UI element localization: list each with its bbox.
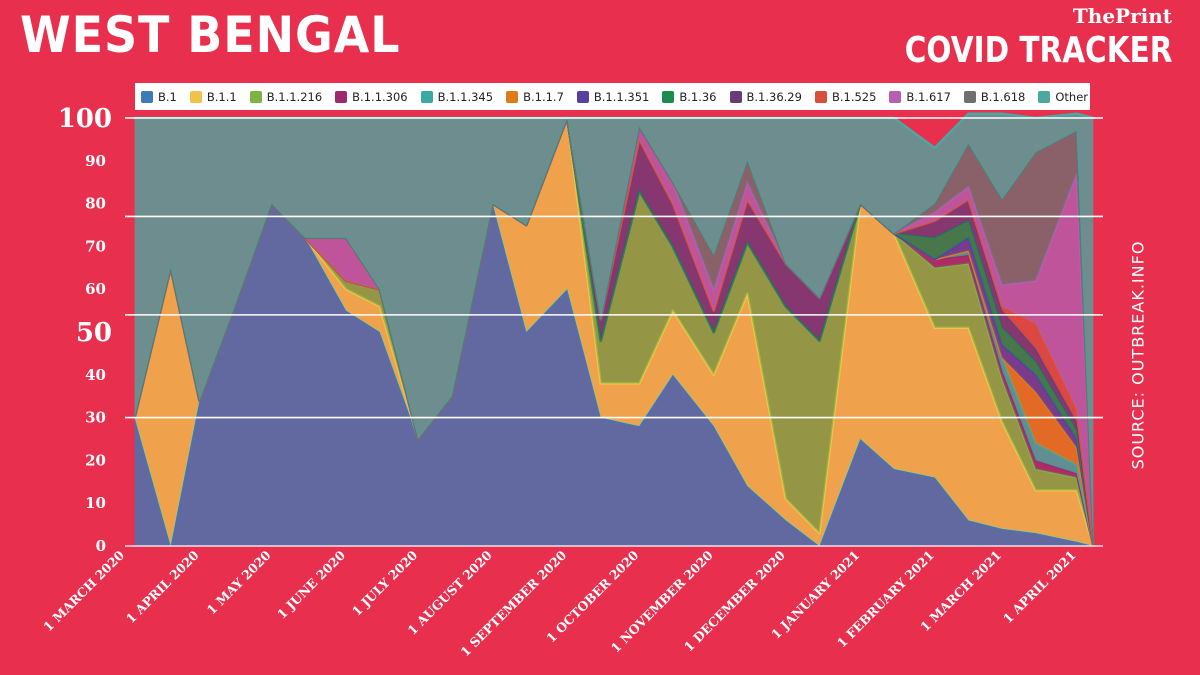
x-tick-label: 1 APRIL 2020	[123, 547, 202, 626]
legend-swatch	[420, 90, 433, 103]
legend-swatch	[814, 90, 827, 103]
legend-label: B.1.617	[906, 89, 951, 104]
y-tick-label: 80	[85, 195, 106, 213]
legend-label: B.1.1.216	[266, 89, 323, 104]
legend-swatch	[506, 90, 519, 103]
legend-item: B.1.1.351	[576, 89, 650, 104]
x-tick-label: 1 APRIL 2021	[1000, 548, 1079, 627]
legend-swatch	[963, 90, 976, 103]
y-tick-label: 60	[85, 280, 106, 298]
area-layers	[133, 112, 1095, 548]
legend-item: B.1.525	[814, 89, 877, 104]
legend-label: B.1.36	[679, 89, 717, 104]
x-tick-label: 1 MAY 2020	[204, 547, 274, 617]
legend-label: B.1	[158, 89, 177, 104]
legend-label: B.1.618	[980, 89, 1026, 104]
legend-item: B.1	[141, 90, 177, 104]
series-area	[134, 118, 1094, 546]
legend-item: B.1.1.216	[249, 89, 323, 104]
series-area	[134, 203, 1094, 546]
legend-item: B.1.1.345	[420, 89, 494, 104]
tracker-subtitle: COVID TRACKER	[904, 30, 1172, 71]
legend-swatch	[729, 90, 742, 103]
legend-item: B.1.618	[963, 89, 1026, 104]
legend-swatch	[249, 90, 262, 103]
brand-logo: ThePrint	[1072, 4, 1172, 28]
legend-label: B.1.1	[206, 89, 237, 104]
chart-legend: B.1 B.1.1 B.1.1.216 B.1.1.306 B.1.1.345 B.1.1…	[135, 83, 1090, 110]
series-area	[134, 113, 1094, 546]
legend-swatch	[141, 90, 153, 103]
y-tick-label: 100	[58, 104, 112, 134]
legend-label: B.1.36.29	[746, 89, 802, 104]
y-tick-label: 70	[85, 237, 106, 255]
legend-item: Other	[1038, 90, 1088, 104]
legend-item: B.1.36.29	[729, 89, 802, 104]
legend-label: B.1.1.306	[352, 89, 408, 104]
series-area	[134, 118, 1094, 546]
series-area	[134, 118, 1094, 546]
legend-swatch	[189, 90, 202, 103]
x-tick-label: 1 JULY 2020	[349, 547, 421, 619]
legend-label: Other	[1055, 89, 1089, 104]
x-tick-label: 1 JUNE 2020	[274, 547, 348, 621]
legend-swatch	[576, 90, 589, 103]
legend-item: B.1.1.306	[335, 89, 408, 104]
legend-item: B.1.1	[189, 89, 237, 104]
y-tick-label: 0	[96, 537, 106, 555]
legend-swatch	[335, 90, 348, 103]
y-tick-label: 10	[85, 494, 106, 512]
legend-swatch	[662, 90, 675, 103]
legend-label: B.1.1.7	[523, 89, 564, 104]
legend-swatch	[889, 90, 902, 103]
x-tick-label: 1 MARCH 2020	[40, 547, 127, 634]
y-tick-label: 30	[85, 409, 106, 427]
legend-label: B.1.1.345	[437, 89, 494, 104]
y-tick-label: 40	[85, 366, 106, 384]
page-title: WEST BENGAL	[20, 6, 401, 64]
legend-item: B.1.617	[889, 89, 951, 104]
legend-swatch	[1038, 90, 1051, 103]
y-tick-label: 90	[85, 152, 106, 170]
legend-item: B.1.36	[662, 89, 717, 104]
legend-item: B.1.1.7	[506, 90, 564, 104]
legend-label: B.1.525	[831, 89, 877, 104]
y-tick-label: 20	[85, 451, 106, 469]
y-tick-label: 50	[76, 318, 112, 348]
legend-label: B.1.1.351	[593, 89, 650, 104]
